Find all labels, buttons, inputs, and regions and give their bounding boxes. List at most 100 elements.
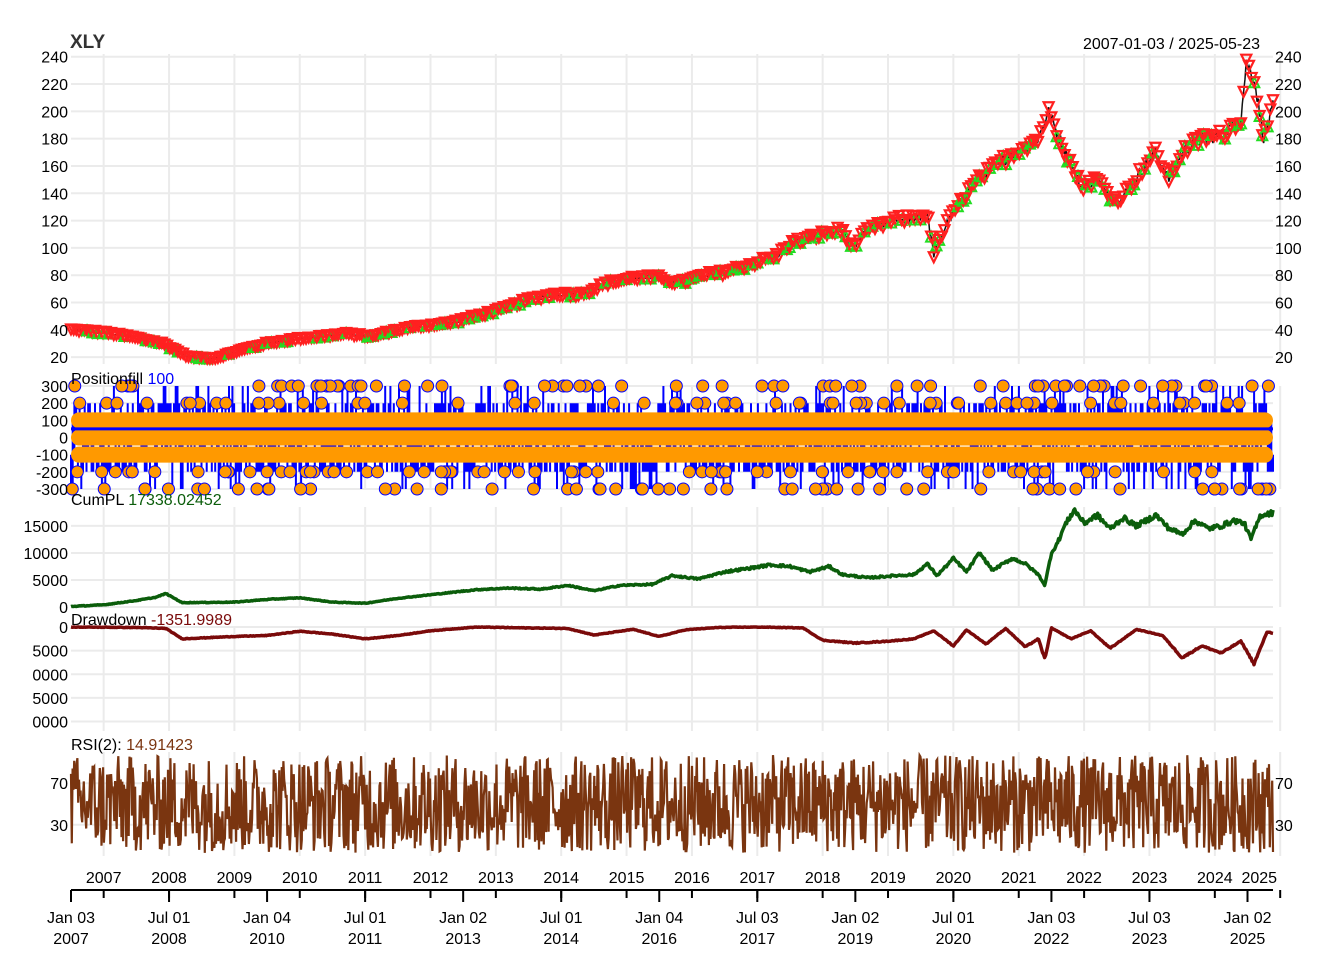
position-point	[252, 379, 266, 393]
y-tick-left-price: 200	[41, 104, 68, 121]
position-point	[148, 465, 162, 479]
date-tick-year: 2013	[445, 931, 481, 948]
y-tick-left-price: 100	[41, 241, 68, 258]
position-point	[669, 396, 683, 410]
position-point	[910, 379, 924, 393]
date-tick-year: 2025	[1230, 931, 1266, 948]
position-point	[877, 396, 891, 410]
price-sell-marker	[937, 224, 952, 238]
position-point	[792, 396, 806, 410]
date-tick-month: Jul 03	[1128, 910, 1171, 927]
panel-label-value-drawdown: -1351.9989	[151, 612, 232, 629]
y-tick-right-price: 20	[1275, 350, 1293, 367]
year-label-2012: 2012	[413, 870, 449, 887]
year-label-2016: 2016	[674, 870, 710, 887]
position-point	[573, 379, 587, 393]
year-label-2019: 2019	[870, 870, 906, 887]
position-point	[250, 482, 264, 496]
position-point	[272, 396, 286, 410]
year-label-2013: 2013	[478, 870, 514, 887]
position-point	[397, 379, 411, 393]
price-sell-marker	[1111, 196, 1125, 211]
price-sell-marker	[176, 347, 190, 362]
y-tick-left-price: 20	[50, 350, 68, 367]
position-point	[769, 396, 783, 410]
position-point	[923, 396, 937, 410]
date-tick-year: 2010	[249, 931, 285, 948]
price-sell-marker	[1151, 150, 1165, 164]
drawdown-line	[70, 625, 1274, 667]
position-point	[65, 482, 79, 496]
price-sell-marker	[1065, 161, 1080, 175]
position-point	[1038, 465, 1052, 479]
position-point	[917, 482, 931, 496]
position-point	[900, 482, 914, 496]
year-label-2024: 2024	[1197, 870, 1233, 887]
price-sell-marker	[1247, 76, 1262, 90]
year-label-2008: 2008	[151, 870, 187, 887]
position-point	[890, 379, 904, 393]
price-line	[70, 59, 1274, 360]
price-sell-marker	[1239, 53, 1254, 68]
position-point	[511, 465, 525, 479]
year-label-2014: 2014	[543, 870, 579, 887]
position-point	[527, 482, 541, 496]
position-point	[1199, 379, 1213, 393]
price-sell-marker	[384, 325, 399, 340]
position-point	[421, 379, 435, 393]
position-point	[815, 465, 829, 479]
position-point	[95, 465, 109, 479]
position-point	[262, 482, 276, 496]
y-tick-left-cumpl: 0	[59, 600, 68, 617]
date-tick-month: Jan 02	[1223, 910, 1271, 927]
position-point	[984, 396, 998, 410]
position-point	[809, 482, 823, 496]
position-point	[1045, 396, 1059, 410]
date-tick-year: 2019	[838, 931, 874, 948]
price-sell-marker	[1063, 153, 1077, 168]
price-sell-marker	[1071, 169, 1085, 184]
y-tick-left-price: 80	[50, 268, 68, 285]
y-tick-left-positionfill: 0	[59, 431, 68, 448]
position-point	[717, 396, 731, 410]
position-point	[402, 465, 416, 479]
price-sell-marker	[1266, 94, 1280, 108]
price-sell-marker	[959, 192, 973, 206]
position-point	[635, 482, 649, 496]
position-point	[108, 465, 122, 479]
price-sell-marker	[280, 335, 295, 349]
position-point	[219, 396, 233, 410]
price-sell-marker	[382, 327, 396, 341]
position-point	[1156, 465, 1170, 479]
y-tick-right-price: 60	[1275, 296, 1293, 313]
price-sell-marker	[1250, 95, 1264, 110]
price-sell-marker	[1047, 118, 1061, 132]
position-point	[1156, 379, 1170, 393]
y-tick-left-cumpl: 5000	[32, 573, 68, 590]
position-point	[999, 396, 1013, 410]
position-point	[191, 465, 205, 479]
price-sell-marker	[1041, 101, 1056, 115]
date-tick-year: 2014	[543, 931, 579, 948]
position-point	[1188, 396, 1202, 410]
y-tick-left-price: 160	[41, 159, 68, 176]
position-point	[395, 396, 409, 410]
y-tick-left-positionfill: 300	[41, 379, 68, 396]
date-tick-year: 2020	[936, 931, 972, 948]
position-point	[417, 465, 431, 479]
position-point	[161, 482, 175, 496]
price-sell-marker	[1242, 59, 1256, 74]
position-point	[231, 482, 245, 496]
position-point	[921, 465, 935, 479]
position-point	[890, 465, 904, 479]
position-point	[1084, 396, 1098, 410]
cumpl-line	[70, 507, 1275, 609]
price-sell-marker	[229, 346, 244, 360]
position-point	[1014, 465, 1028, 479]
date-tick-year: 2011	[348, 931, 383, 948]
y-tick-right-price: 160	[1275, 159, 1302, 176]
position-point	[125, 465, 139, 479]
y-tick-left-cumpl: 10000	[24, 546, 69, 563]
position-point	[755, 379, 769, 393]
date-tick-month: Jul 01	[148, 910, 191, 927]
